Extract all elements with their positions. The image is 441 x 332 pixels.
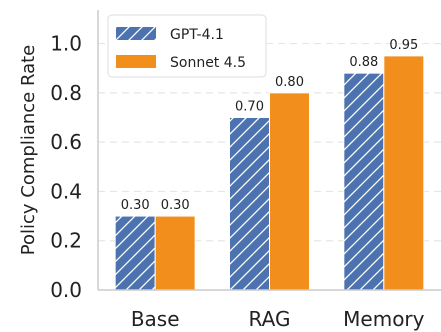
x-tick-label: Memory bbox=[343, 307, 425, 331]
legend-label-sonnet-4-5: Sonnet 4.5 bbox=[170, 55, 246, 71]
x-tick-label: RAG bbox=[249, 307, 291, 331]
y-tick-label: 0.4 bbox=[50, 179, 82, 203]
bar-gpt-4-1-memory bbox=[343, 72, 385, 291]
bar-gpt-4-1-rag bbox=[229, 117, 270, 291]
y-axis-ticks: 0.0 0.2 0.4 0.6 0.8 1.0 bbox=[50, 32, 82, 302]
data-label: 0.88 bbox=[349, 55, 378, 70]
data-label: 0.30 bbox=[121, 198, 150, 213]
legend: GPT-4.1 Sonnet 4.5 bbox=[107, 14, 267, 78]
data-label: 0.95 bbox=[389, 38, 418, 53]
legend-swatch-gpt-4-1 bbox=[116, 27, 156, 40]
y-tick-label: 0.2 bbox=[50, 229, 82, 253]
x-tick-label: Base bbox=[131, 307, 180, 331]
y-axis-label: Policy Compliance Rate bbox=[18, 45, 39, 255]
data-label: 0.30 bbox=[161, 198, 190, 213]
y-tick-label: 1.0 bbox=[50, 32, 82, 56]
y-tick-label: 0.6 bbox=[50, 130, 82, 154]
data-label: 0.70 bbox=[235, 100, 264, 115]
y-tick-label: 0.8 bbox=[50, 81, 82, 105]
bar-sonnet-4-5-base bbox=[154, 215, 196, 291]
legend-label-gpt-4-1: GPT-4.1 bbox=[170, 27, 224, 43]
bar-gpt-4-1-base bbox=[114, 215, 156, 291]
x-axis-ticks: Base RAG Memory bbox=[131, 307, 425, 331]
legend-swatch-sonnet-4-5 bbox=[116, 55, 156, 68]
data-label: 0.80 bbox=[275, 75, 304, 90]
y-tick-label: 0.0 bbox=[50, 278, 82, 302]
bar-sonnet-4-5-rag bbox=[269, 92, 310, 291]
data-labels: 0.30 0.30 0.70 0.80 0.88 0.95 bbox=[121, 38, 419, 213]
bar-sonnet-4-5-memory bbox=[383, 55, 425, 291]
bars bbox=[114, 55, 425, 291]
